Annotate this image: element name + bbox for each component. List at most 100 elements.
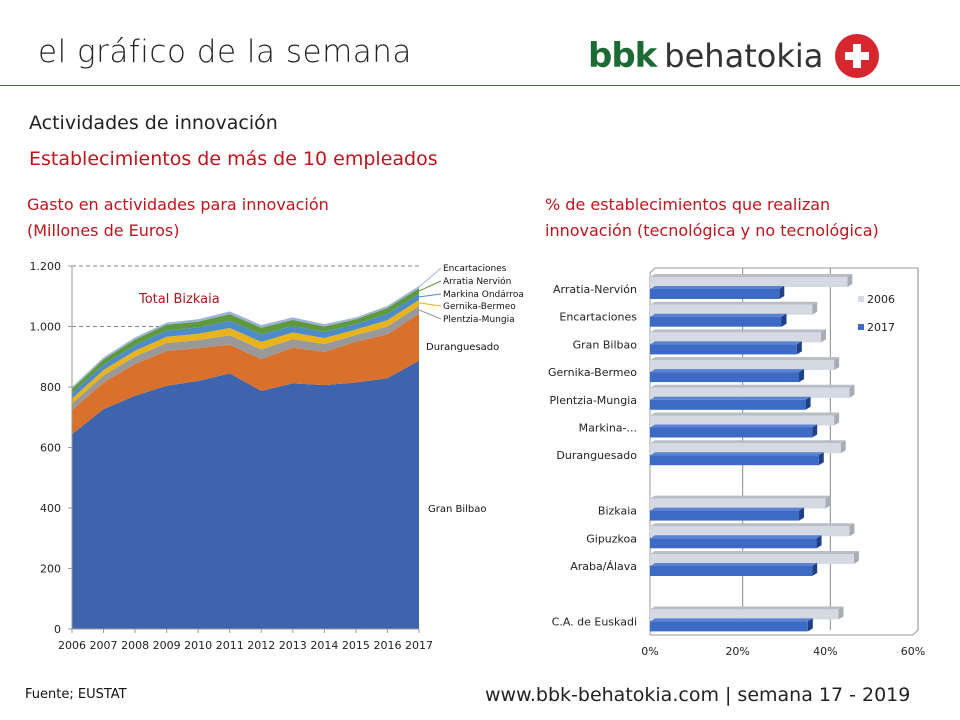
category-label: Markina-... <box>579 422 637 435</box>
logo-behatokia: behatokia <box>664 37 824 75</box>
right-chart-title-line1: % de establecimientos que realizan <box>545 195 831 214</box>
bar-top <box>650 412 840 416</box>
area-gernika-bermeo <box>72 299 419 404</box>
bar-2017 <box>650 455 819 466</box>
right-chart-title-line2: innovación (tecnológica y no tecnológica… <box>545 221 879 240</box>
bar-2006 <box>650 609 839 620</box>
bar-top <box>650 329 826 333</box>
category-label: Gipuzkoa <box>586 532 637 545</box>
source-note: Fuente; EUSTAT <box>25 687 127 702</box>
label-duranguesado: Duranguesado <box>426 342 499 353</box>
logo-bbk: bbk <box>588 36 657 76</box>
bar-end <box>799 369 805 383</box>
bar-top <box>650 495 831 499</box>
x-tick-label: 2011 <box>216 639 244 652</box>
bar-2017 <box>650 538 817 549</box>
label-arratia-nervi-n: Arratia Nervión <box>443 276 511 287</box>
bar-top <box>650 535 822 539</box>
legend-swatch-2006 <box>858 296 864 302</box>
section-heading: Actividades de innovación <box>29 112 278 134</box>
bar-2017 <box>650 566 813 576</box>
bar-top <box>650 452 824 456</box>
label-encartaciones: Encartaciones <box>443 264 507 274</box>
x-tick-label: 2008 <box>121 639 149 652</box>
label-markina-ond-rroa: Markina Ondárroa <box>443 290 524 300</box>
x-tick-label: 40% <box>813 645 837 658</box>
bar-2006 <box>650 443 841 454</box>
bar-2006 <box>650 415 835 426</box>
bar-top <box>650 618 813 622</box>
x-tick-label: 2016 <box>373 639 401 652</box>
bar-top <box>650 357 840 361</box>
category-label: C.A. de Euskadi <box>552 615 637 628</box>
y-tick-label: 800 <box>40 381 61 394</box>
bar-end <box>779 286 785 299</box>
bar-end <box>838 606 844 620</box>
area-gran-bilbao <box>72 360 419 629</box>
bar-2017 <box>650 427 813 438</box>
bar-top <box>650 369 805 373</box>
bar-2017 <box>650 621 808 632</box>
bar-end <box>799 507 805 521</box>
bar-end <box>816 535 822 549</box>
bar-end <box>818 452 824 466</box>
bar-2006 <box>650 387 850 398</box>
bbk-behatokia-logo: bbk behatokia <box>588 34 880 78</box>
left-chart-title: Gasto en actividades para innovación (Mi… <box>27 192 329 244</box>
legend-label-2006: 2006 <box>867 293 895 306</box>
bar-end <box>812 424 818 438</box>
bar-end <box>847 274 853 287</box>
label-plentzia-mungia: Plentzia-Mungia <box>443 315 515 325</box>
left-chart-title-line1: Gasto en actividades para innovación <box>27 195 329 214</box>
bar-2006 <box>650 304 813 315</box>
bar-2006 <box>650 332 821 343</box>
leader-line <box>418 309 442 320</box>
bar-top <box>650 274 853 277</box>
x-tick-label: 2013 <box>279 639 307 652</box>
bar-end <box>820 329 826 343</box>
bar-end <box>853 551 859 564</box>
x-tick-label: 2017 <box>405 639 433 652</box>
bar-2006 <box>650 277 848 287</box>
x-tick-label: 60% <box>901 645 925 658</box>
bar-top <box>650 396 811 400</box>
category-label: Araba/Álava <box>570 560 637 573</box>
label-gran-bilbao: Gran Bilbao <box>428 504 487 515</box>
leader-line <box>418 302 442 307</box>
x-tick-label: 2010 <box>184 639 212 652</box>
category-label: Encartaciones <box>559 311 637 324</box>
x-tick-label: 2009 <box>153 639 181 652</box>
bar-top <box>650 384 855 388</box>
x-tick-label: 2007 <box>90 639 118 652</box>
bar-end <box>849 523 855 537</box>
bar-top <box>650 523 855 527</box>
bar-top <box>650 341 802 345</box>
x-tick-label: 2015 <box>342 639 370 652</box>
bar-top <box>650 606 844 610</box>
bar-2006 <box>650 526 850 537</box>
y-tick-label: 600 <box>40 442 61 455</box>
x-tick-label: 2014 <box>310 639 338 652</box>
y-tick-label: 400 <box>40 502 61 515</box>
bar-end <box>849 384 855 398</box>
category-label: Arratia-Nervión <box>553 283 637 296</box>
bar-top <box>650 424 818 428</box>
y-tick-label: 1.000 <box>30 321 62 334</box>
bar-end <box>812 301 818 315</box>
bar-2017 <box>650 510 800 521</box>
bar-end <box>781 313 787 327</box>
area-arratia-nervi-n <box>72 288 419 394</box>
bar-top <box>650 563 818 566</box>
bar-2017 <box>650 344 797 355</box>
x-tick-label: 0% <box>641 645 658 658</box>
bar-top <box>650 551 859 554</box>
annotation-total-bizkaia: Total Bizkaia <box>138 292 220 307</box>
label-gernika-bermeo: Gernika-Bermeo <box>443 302 516 312</box>
bar-2017 <box>650 316 782 327</box>
legend-swatch-2017 <box>858 324 864 330</box>
category-label: Duranguesado <box>556 449 637 462</box>
bar-top <box>650 313 787 317</box>
cross-icon <box>835 34 880 78</box>
